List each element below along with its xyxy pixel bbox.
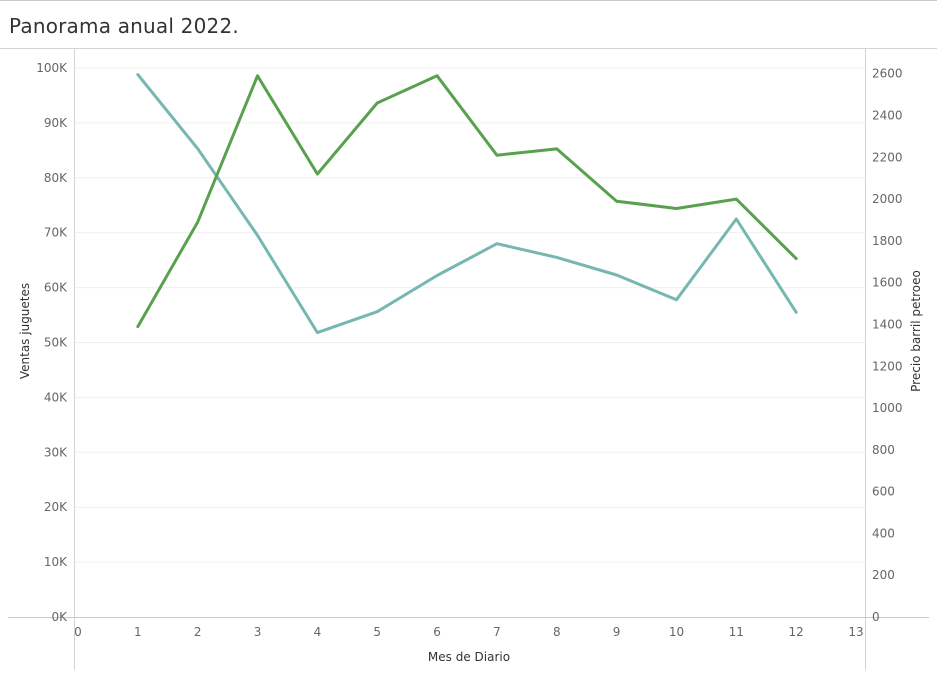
x-tick-label: 12 <box>789 625 804 639</box>
left-tick-label: 10K <box>44 555 68 569</box>
axes <box>0 48 937 670</box>
x-tick-label: 2 <box>194 625 202 639</box>
left-tick-label: 60K <box>44 281 68 295</box>
right-tick-label: 800 <box>872 443 895 457</box>
page-title: Panorama anual 2022. <box>9 14 239 38</box>
right-axis-label: Precio barril petroeo <box>909 270 923 392</box>
right-tick-label: 1600 <box>872 276 903 290</box>
grid-lines <box>74 67 865 563</box>
left-axis-ticks: 0K 10K 20K 30K 40K 50K 60K 70K 80K 90K 100K <box>36 61 68 624</box>
left-tick-label: 70K <box>44 226 68 240</box>
series-line-1 <box>136 73 798 335</box>
series-lines <box>136 73 798 335</box>
top-border <box>0 0 937 1</box>
x-tick-label: 7 <box>493 625 501 639</box>
right-tick-label: 600 <box>872 485 895 499</box>
right-tick-label: 1200 <box>872 359 903 373</box>
right-tick-label: 2200 <box>872 150 903 164</box>
x-tick-label: 1 <box>134 625 142 639</box>
left-tick-label: 80K <box>44 171 68 185</box>
x-tick-label: 0 <box>74 625 82 639</box>
x-tick-label: 11 <box>729 625 744 639</box>
right-axis-ticks: 0 200 400 600 800 1000 1200 1400 1600 1800 2000 220… <box>872 67 903 624</box>
x-tick-label: 9 <box>613 625 621 639</box>
left-tick-label: 0K <box>51 610 68 624</box>
right-tick-label: 1800 <box>872 234 903 248</box>
x-tick-label: 8 <box>553 625 561 639</box>
right-tick-label: 400 <box>872 526 895 540</box>
right-tick-label: 200 <box>872 568 895 582</box>
left-tick-label: 100K <box>36 61 68 75</box>
right-tick-label: 2600 <box>872 67 903 81</box>
right-tick-label: 1000 <box>872 401 903 415</box>
left-tick-label: 20K <box>44 500 68 514</box>
x-tick-label: 4 <box>314 625 322 639</box>
x-axis-ticks: 0 1 2 3 4 5 6 7 8 9 10 11 12 13 <box>74 625 863 639</box>
x-tick-label: 13 <box>848 625 863 639</box>
series-line-2 <box>136 74 798 329</box>
right-tick-label: 1400 <box>872 317 903 331</box>
left-axis-label: Ventas juguetes <box>18 283 32 379</box>
right-tick-label: 2400 <box>872 109 903 123</box>
left-tick-label: 90K <box>44 116 68 130</box>
left-tick-label: 40K <box>44 390 68 404</box>
x-axis-label: Mes de Diario <box>428 650 510 664</box>
x-tick-label: 5 <box>373 625 381 639</box>
x-tick-label: 3 <box>254 625 262 639</box>
right-tick-label: 0 <box>872 610 880 624</box>
right-tick-label: 2000 <box>872 192 903 206</box>
left-tick-label: 30K <box>44 445 68 459</box>
x-tick-label: 6 <box>433 625 441 639</box>
left-tick-label: 50K <box>44 335 68 349</box>
x-tick-label: 10 <box>669 625 684 639</box>
